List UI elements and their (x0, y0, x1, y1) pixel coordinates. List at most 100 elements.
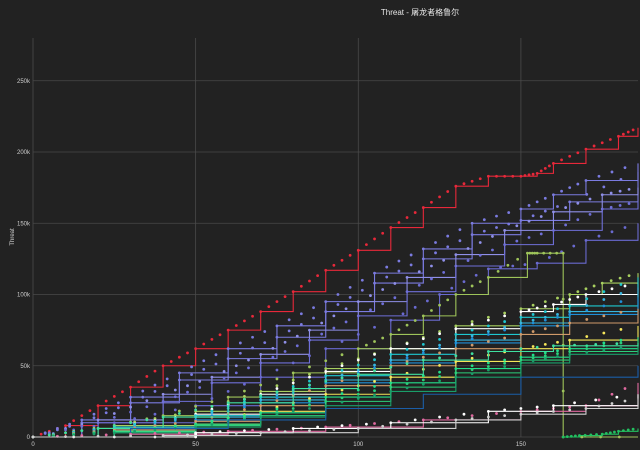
data-point (584, 147, 588, 151)
data-point (486, 409, 490, 413)
data-point (519, 219, 523, 222)
data-point (470, 352, 474, 356)
data-point (275, 387, 279, 390)
data-point (202, 359, 206, 363)
data-point (531, 353, 535, 357)
data-point (602, 341, 606, 345)
data-point (528, 251, 532, 255)
data-point (531, 356, 535, 360)
data-point (527, 236, 531, 239)
data-point (474, 273, 478, 277)
data-point (527, 173, 531, 177)
series-8 (31, 283, 639, 439)
data-point (454, 367, 458, 370)
data-point (470, 320, 474, 323)
data-point (573, 343, 576, 347)
data-point (496, 269, 500, 273)
data-point (531, 303, 535, 307)
data-point (531, 313, 535, 316)
data-point (600, 193, 604, 197)
data-point (446, 416, 450, 420)
data-point (291, 385, 295, 388)
data-point (332, 314, 336, 318)
data-point (153, 390, 157, 393)
data-point (291, 403, 295, 407)
data-point (631, 128, 635, 132)
data-point (214, 362, 218, 366)
data-point (617, 435, 621, 439)
data-point (519, 355, 523, 359)
data-point (608, 138, 612, 141)
data-point (173, 413, 177, 417)
data-point (308, 383, 311, 387)
series-line (33, 398, 639, 438)
data-point (271, 355, 275, 359)
data-point (430, 200, 433, 204)
data-point (543, 351, 547, 355)
data-point (430, 264, 433, 268)
data-point (446, 234, 450, 238)
data-point (340, 388, 344, 392)
data-point (503, 314, 507, 318)
axis-ticks: 0 50k 100k 150k 200k 250k 0 50 100 150 (17, 79, 527, 448)
data-point (610, 287, 614, 291)
data-point (519, 358, 523, 362)
data-point (405, 386, 409, 390)
data-point (397, 221, 401, 224)
data-point (516, 257, 520, 261)
data-point (421, 374, 425, 378)
data-point (259, 398, 263, 402)
data-point (535, 408, 539, 412)
series-line (33, 365, 639, 438)
data-point (454, 375, 458, 379)
data-point (531, 359, 535, 363)
data-point (340, 368, 344, 372)
data-point (295, 344, 299, 348)
data-point (259, 411, 263, 415)
data-point (312, 316, 315, 320)
data-point (397, 259, 401, 263)
data-point (619, 328, 623, 331)
series-line (33, 337, 639, 438)
data-point (466, 247, 470, 250)
data-point (413, 211, 417, 214)
data-point (623, 284, 627, 288)
data-point (340, 340, 344, 343)
data-point (535, 171, 539, 175)
data-point (165, 384, 169, 388)
data-point (421, 418, 425, 422)
data-point (610, 230, 614, 234)
data-point (458, 228, 462, 232)
data-point (259, 404, 263, 408)
data-point (438, 379, 441, 383)
data-point (568, 347, 572, 351)
data-point (153, 412, 157, 416)
data-point (543, 315, 547, 319)
data-point (503, 311, 507, 315)
data-point (438, 293, 441, 296)
data-point (104, 399, 108, 403)
data-point (552, 162, 555, 165)
data-point (275, 377, 279, 381)
data-point (470, 414, 474, 418)
data-point (129, 410, 132, 414)
data-point (243, 405, 246, 409)
data-point (96, 404, 100, 408)
data-point (177, 431, 181, 435)
data-point (308, 365, 311, 369)
data-point (275, 300, 279, 304)
data-point (194, 431, 198, 435)
data-point (503, 365, 507, 368)
data-point (96, 427, 100, 430)
data-point (369, 294, 372, 297)
data-point (495, 226, 498, 229)
series-4 (31, 201, 639, 439)
data-point (470, 337, 474, 341)
data-point (360, 278, 364, 282)
data-point (438, 337, 441, 341)
data-point (153, 428, 157, 432)
data-point (324, 310, 328, 313)
data-point (417, 270, 421, 274)
data-point (340, 392, 344, 395)
data-point (503, 174, 507, 178)
